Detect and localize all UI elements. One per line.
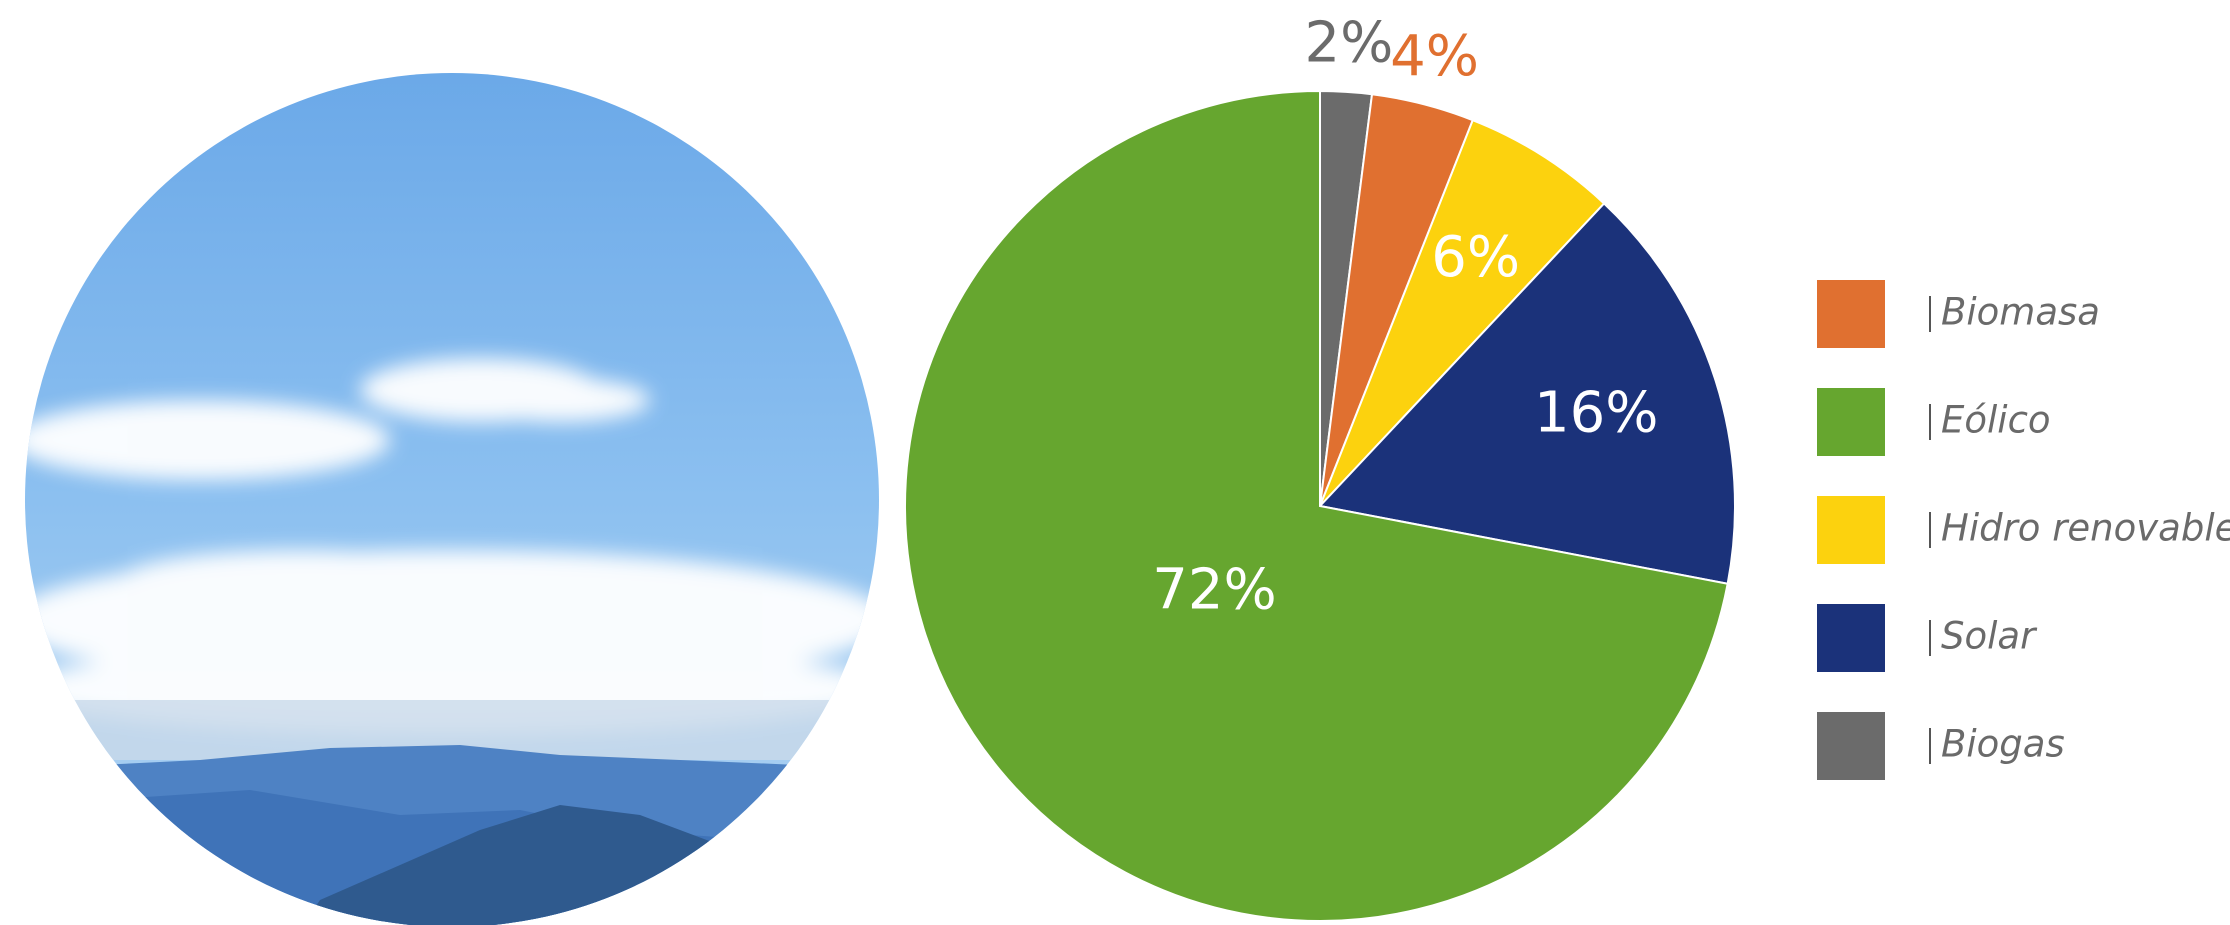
data-label: 2% (1305, 10, 1394, 75)
legend-swatch (1817, 280, 1885, 348)
legend-label: Biogas (1941, 723, 2065, 766)
legend-label: Eólico (1941, 399, 2051, 442)
pie-slice (904, 89, 1729, 922)
legend-swatch (1817, 712, 1885, 780)
data-label: 72% (1152, 557, 1276, 622)
data-label: 6% (1431, 225, 1520, 290)
pie-chart: 2%4% 6% 16% 72% (904, 10, 1736, 922)
legend-label: Solar (1941, 615, 2038, 658)
legend-swatch (1817, 388, 1885, 456)
data-label: 16% (1534, 380, 1658, 445)
pie-slice (1318, 202, 1736, 585)
landscape-photo (25, 73, 879, 925)
legend-label: Hidro renovable (1941, 507, 2230, 550)
legend-label: Biomasa (1941, 291, 2100, 334)
pie-slice (1319, 118, 1606, 507)
legend-swatch (1817, 604, 1885, 672)
legend: Biomasa Eólico Hidro renovable Solar Biogas (1817, 280, 2230, 780)
data-label: 4% (1390, 24, 1479, 89)
legend-swatch (1817, 496, 1885, 564)
